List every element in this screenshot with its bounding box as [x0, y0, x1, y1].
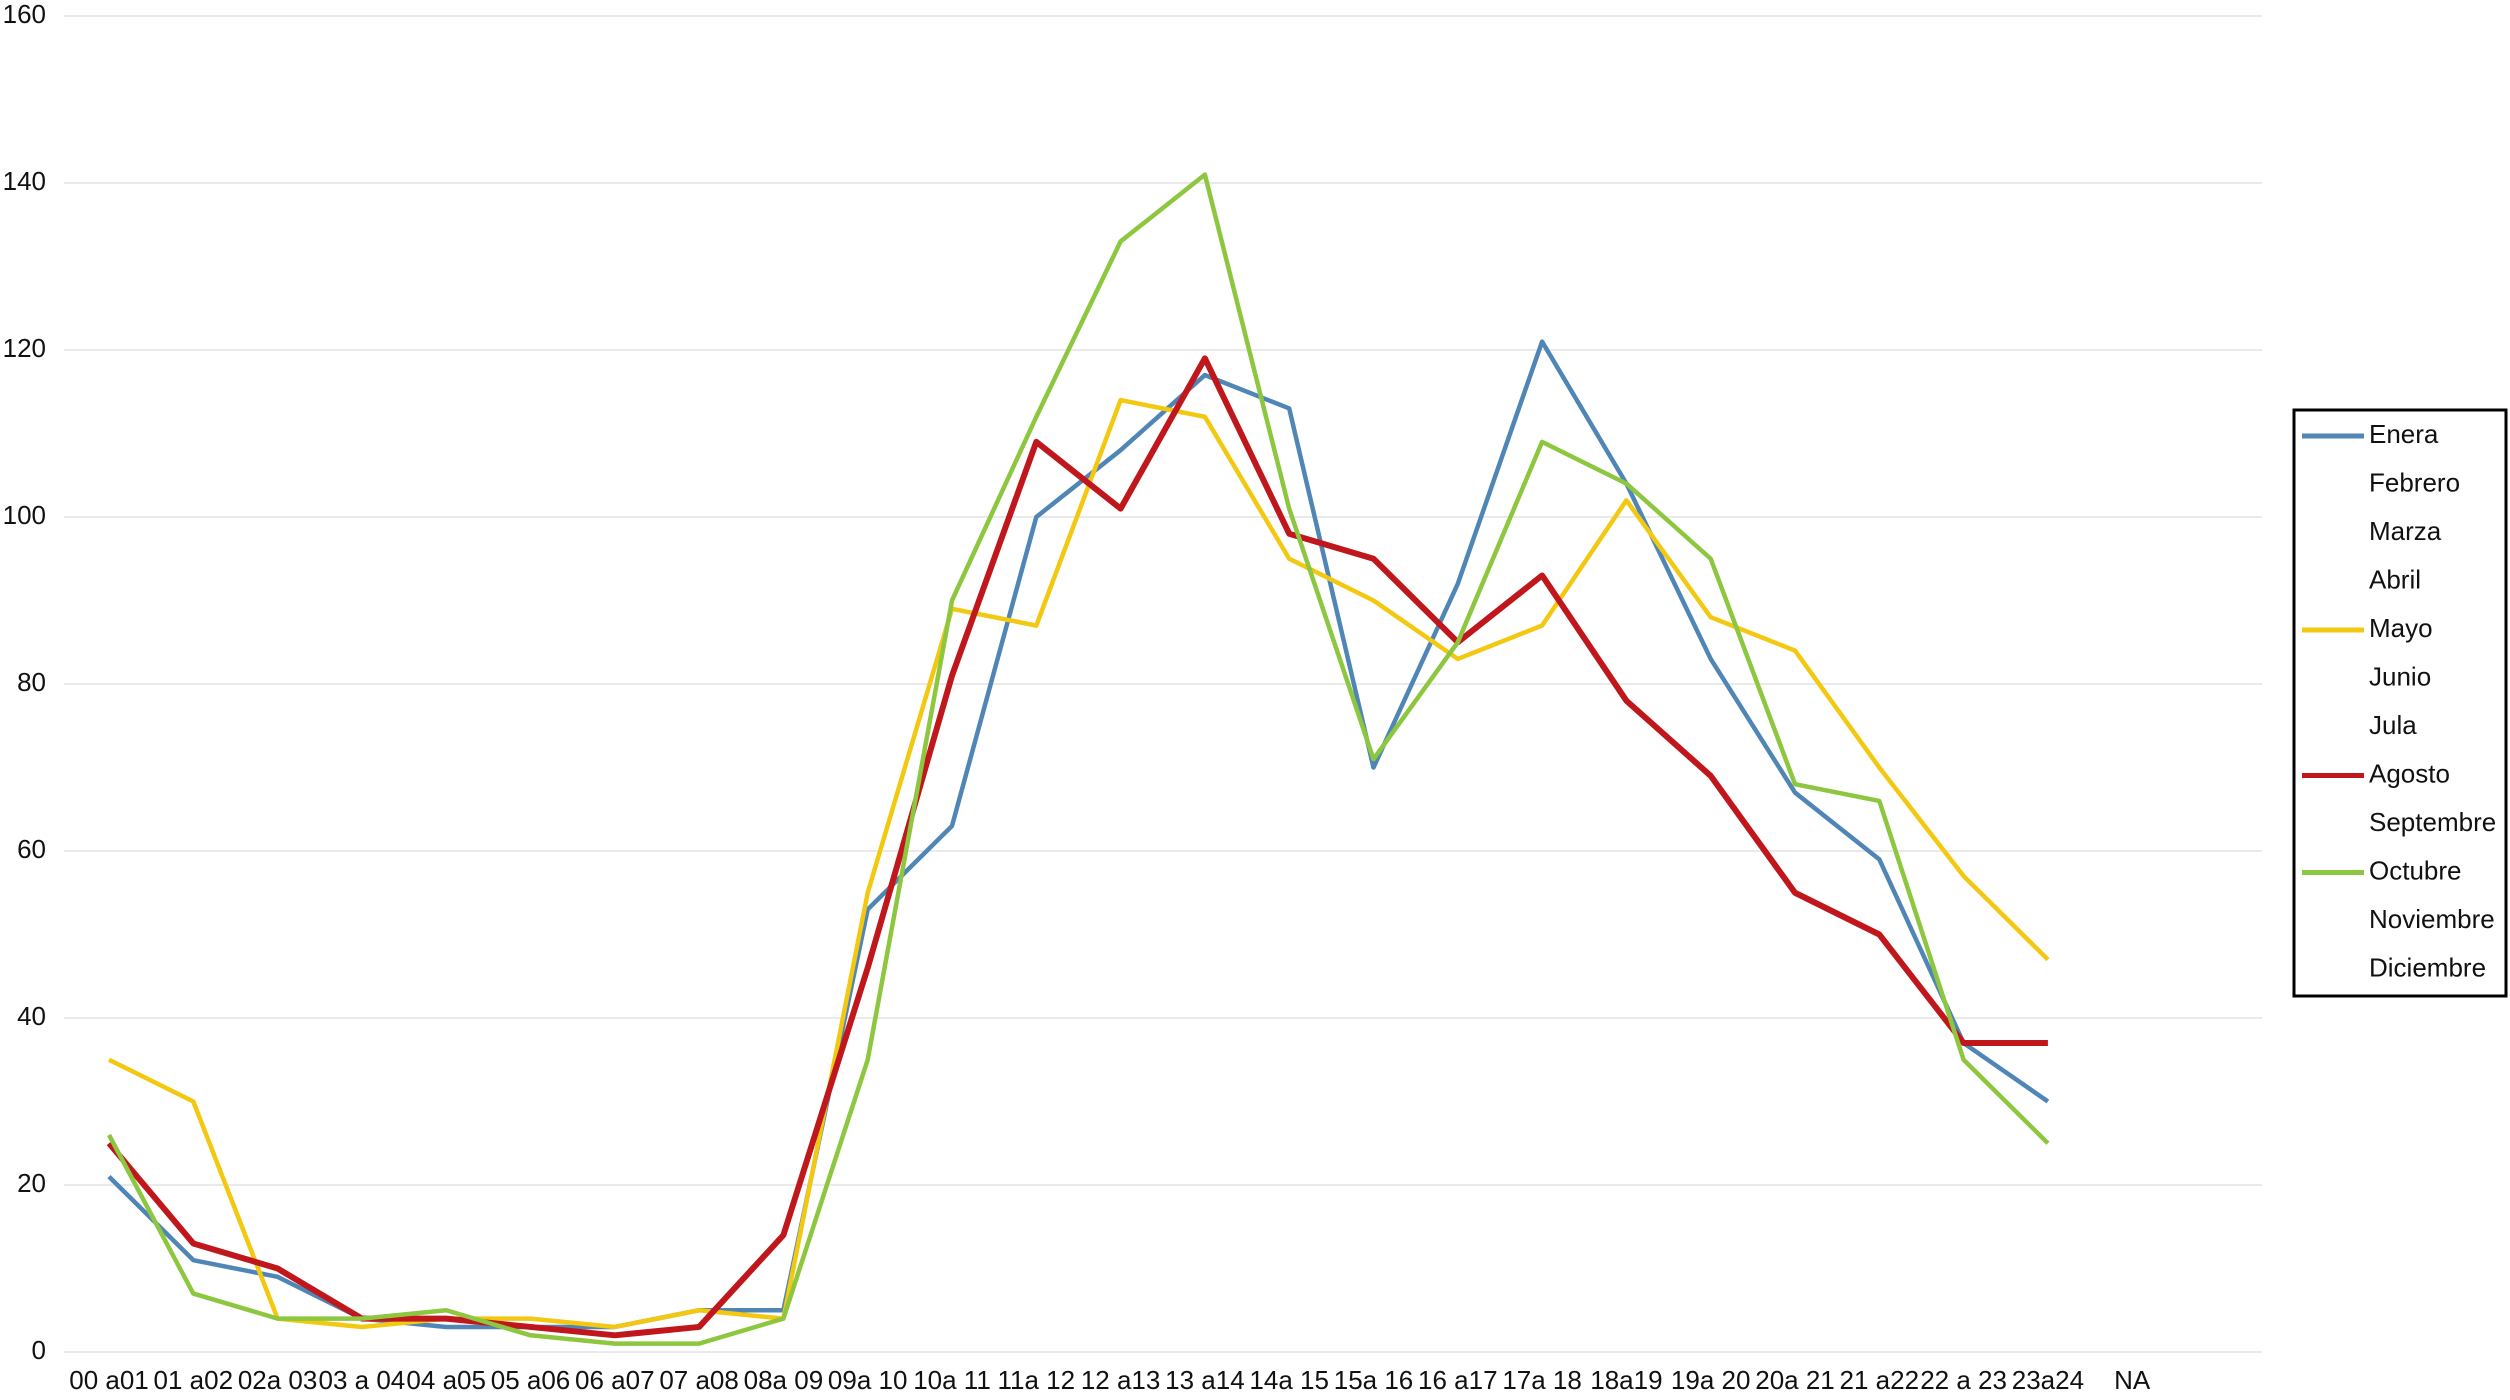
- x-tick-label: 01 a02: [154, 1365, 234, 1395]
- x-tick-label: 14a 15: [1249, 1365, 1329, 1395]
- x-tick-label: 06 a07: [575, 1365, 655, 1395]
- y-tick-label: 0: [32, 1335, 46, 1365]
- series-line: [108, 397, 2050, 1330]
- legend-label: Abril: [2369, 564, 2421, 594]
- x-tick-label: 03 a 04: [319, 1365, 406, 1395]
- x-tick-label: 07 a08: [659, 1365, 739, 1395]
- y-tick-label: 80: [17, 667, 46, 697]
- y-tick-label: 60: [17, 834, 46, 864]
- y-tick-label: 140: [3, 166, 46, 196]
- x-tick-label: 04 a05: [406, 1365, 486, 1395]
- x-tick-label: 22 a 23: [1920, 1365, 2007, 1395]
- x-tick-label: 21 a22: [1840, 1365, 1920, 1395]
- x-tick-label: NA: [2114, 1365, 2151, 1395]
- y-tick-label: 20: [17, 1168, 46, 1198]
- y-tick-label: 160: [3, 0, 46, 29]
- legend-label: Octubre: [2369, 855, 2462, 885]
- x-tick-label: 00 a01: [69, 1365, 149, 1395]
- legend-label: Febrero: [2369, 467, 2460, 497]
- x-tick-label: 15a 16: [1334, 1365, 1414, 1395]
- legend-box: [2292, 408, 2508, 998]
- series-line: [106, 355, 2048, 1339]
- x-tick-label: 17a 18: [1502, 1365, 1582, 1395]
- x-tick-label: 20a 21: [1755, 1365, 1835, 1395]
- x-tick-label: 13 a14: [1165, 1365, 1245, 1395]
- series-line: [107, 339, 2050, 1330]
- x-tick-label: 19a 20: [1671, 1365, 1751, 1395]
- x-tick-label: 23a24: [2012, 1365, 2084, 1395]
- x-tick-label: 11a 12: [998, 1365, 1076, 1395]
- series-line: [107, 172, 2050, 1346]
- x-tick-label: 18a19: [1590, 1365, 1662, 1395]
- legend-label: Agosto: [2369, 758, 2450, 788]
- legend-label: Jula: [2369, 710, 2417, 740]
- y-tick-label: 40: [17, 1001, 46, 1031]
- legend-label: Marza: [2369, 516, 2442, 546]
- legend-label: Mayo: [2369, 613, 2433, 643]
- legend-label: Enera: [2369, 419, 2439, 449]
- x-tick-label: 12 a13: [1081, 1365, 1161, 1395]
- x-tick-label: 08a 09: [744, 1365, 824, 1395]
- legend-label: Noviembre: [2369, 904, 2495, 934]
- x-tick-label: 05 a06: [491, 1365, 571, 1395]
- x-tick-label: 02a 03: [238, 1365, 318, 1395]
- x-tick-label: 09a 10: [828, 1365, 908, 1395]
- legend-label: Diciembre: [2369, 952, 2486, 982]
- legend-label: Septembre: [2369, 807, 2496, 837]
- y-tick-label: 100: [3, 500, 46, 530]
- y-tick-label: 120: [3, 333, 46, 363]
- x-tick-label: 16 a17: [1418, 1365, 1498, 1395]
- x-tick-label: 10a 11: [913, 1365, 991, 1395]
- legend-label: Junio: [2369, 661, 2431, 691]
